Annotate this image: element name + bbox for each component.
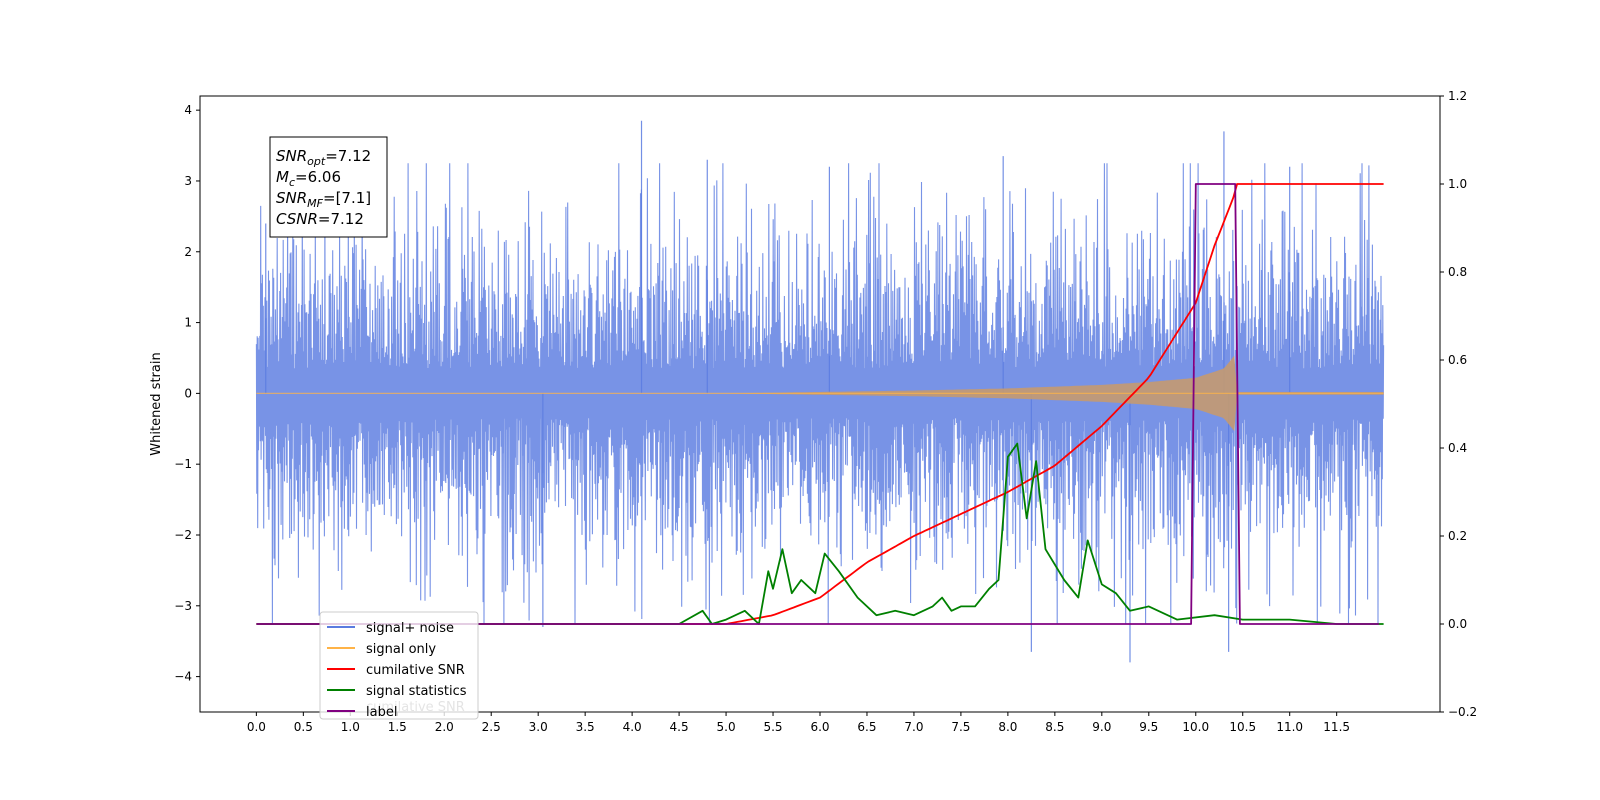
y-left-tick-label: −3 [174,599,192,613]
x-tick-label: 10.5 [1229,720,1256,734]
y-right-tick-label: 0.2 [1448,529,1467,543]
y-right-tick-label: 1.0 [1448,177,1467,191]
plot-area [255,120,1385,663]
y-left-tick-label: −4 [174,670,192,684]
x-tick-label: 5.5 [763,720,782,734]
x-tick-label: 4.0 [623,720,642,734]
x-tick-label: 1.5 [388,720,407,734]
legend-label: signal only [366,642,436,657]
y-axis-label: Whitened strain [149,352,164,455]
label-line [256,183,1379,625]
annotation-line: SNRMF=[7.1] [276,189,371,210]
y-right-tick-label: 0.8 [1448,265,1467,279]
y-left-tick-label: −1 [174,457,192,471]
y-right-tick-label: 0.0 [1448,617,1467,631]
y-right-tick-label: 0.6 [1448,353,1467,367]
legend: cumilative SNR signal+ noise signal only c… [319,611,479,720]
x-tick-label: 0.5 [294,720,313,734]
x-tick-label: 8.0 [998,720,1017,734]
legend-label: label [366,705,397,720]
x-tick-label: 8.5 [1045,720,1064,734]
legend-ghost-text: cumilative SNR [366,700,465,715]
x-tick-label: 3.0 [529,720,548,734]
x-tick-label: 7.0 [904,720,923,734]
y-left-tick-label: 4 [184,103,192,117]
series-signal-only [256,355,1384,432]
annotation-line: CSNR=7.12 [276,210,364,228]
y-axis-right: 1.2 1.0 0.8 0.6 0.4 0.2 0.0 −0.2 [1440,89,1477,719]
legend-label: cumilative SNR [366,663,465,678]
x-tick-label: 4.5 [670,720,689,734]
x-tick-label: 10.0 [1182,720,1209,734]
x-axis: 0.0 0.5 1.0 1.5 2.0 2.5 3.0 3.5 4.0 4.5 5.0 5.5 6.0 6… [247,712,1350,734]
legend-label: signal statistics [366,684,467,699]
annotation-line: Mc=6.06 [276,168,341,189]
y-left-tick-label: −2 [174,528,192,542]
x-tick-label: 5.0 [717,720,736,734]
x-tick-label: 0.0 [247,720,266,734]
y-right-tick-label: 0.4 [1448,441,1467,455]
x-tick-label: 7.5 [951,720,970,734]
legend-label: signal+ noise [366,621,454,636]
series-signal-statistics [256,442,1384,625]
y-left-tick-label: 2 [184,245,192,259]
annotation-line: SNRopt=7.12 [276,147,371,168]
x-tick-label: 2.0 [435,720,454,734]
x-tick-label: 2.5 [482,720,501,734]
x-tick-label: 6.0 [810,720,829,734]
x-tick-label: 11.5 [1323,720,1350,734]
y-left-tick-label: 1 [184,316,192,330]
x-tick-label: 3.5 [576,720,595,734]
y-right-tick-label: 1.2 [1448,89,1467,103]
y-right-tick-label: −0.2 [1448,705,1477,719]
x-tick-label: 6.5 [857,720,876,734]
y-axis-left: 4 3 2 1 0 −1 −2 −3 −4 [174,103,200,684]
series-label [256,183,1379,625]
y-left-tick-label: 3 [184,174,192,188]
x-tick-label: 9.5 [1139,720,1158,734]
x-tick-label: 11.0 [1276,720,1303,734]
x-tick-label: 1.0 [341,720,360,734]
signal-statistics-line [256,442,1384,625]
y-left-tick-label: 0 [184,386,192,400]
x-tick-label: 9.0 [1092,720,1111,734]
